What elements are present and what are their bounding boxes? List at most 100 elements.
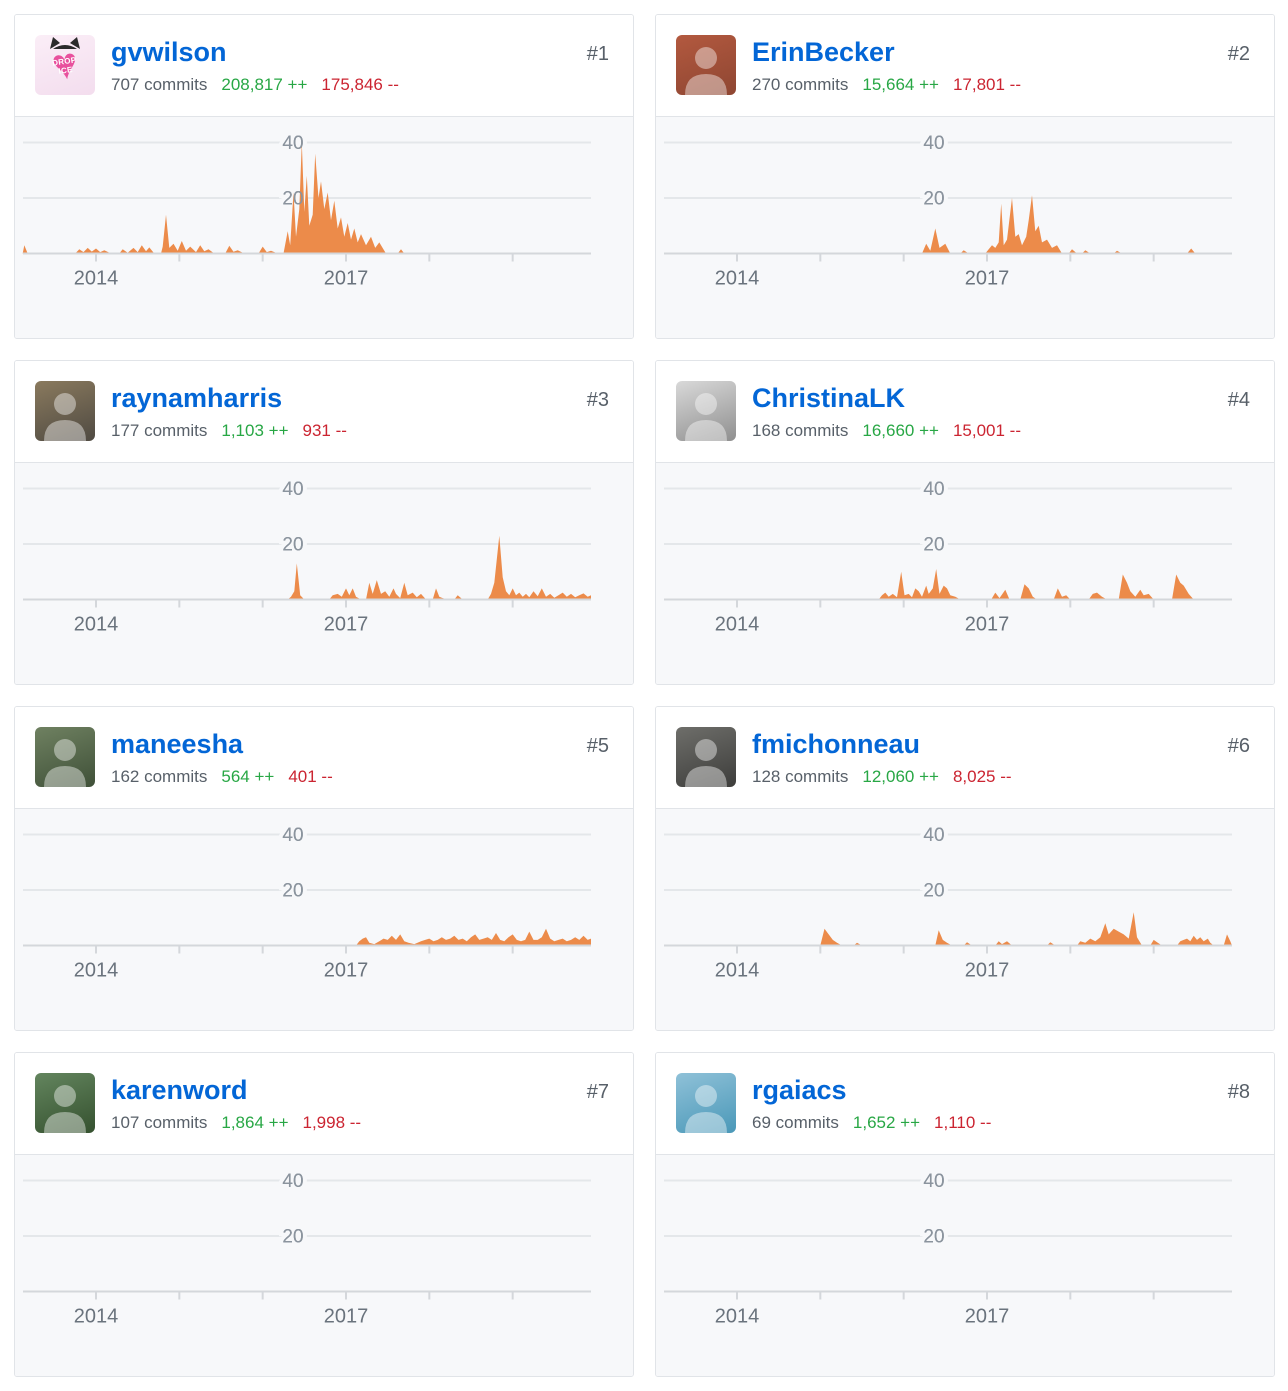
contribution-stats: 270 commits 15,664 ++ 17,801 -- xyxy=(752,75,1182,95)
commit-count: 128 commits xyxy=(752,766,849,786)
x-axis-tick-label: 2017 xyxy=(965,1306,1010,1328)
y-axis-tick-label: 40 xyxy=(923,825,944,846)
rank-link[interactable]: #1 xyxy=(586,43,609,65)
commit-activity-chart: 20 40 20 40 2014 2017 xyxy=(656,463,1274,684)
x-axis-tick-label: 2017 xyxy=(324,614,369,636)
username-link[interactable]: raynamharris xyxy=(111,383,283,413)
y-axis-tick-label: 20 xyxy=(282,189,303,210)
username-link[interactable]: maneesha xyxy=(111,729,244,759)
x-axis-tick-label: 2014 xyxy=(74,614,119,636)
person-silhouette-icon xyxy=(44,739,86,787)
rank-link[interactable]: #2 xyxy=(1227,43,1250,65)
person-silhouette-icon xyxy=(685,47,727,95)
rank-link[interactable]: #4 xyxy=(1227,389,1250,411)
username-link[interactable]: gvwilson xyxy=(111,37,227,67)
x-axis-tick-label: 2014 xyxy=(74,1306,119,1328)
rank-link[interactable]: #3 xyxy=(586,389,609,411)
octocat-ears-icon xyxy=(48,37,82,49)
contributor-identity: fmichonneau 128 commits 12,060 ++ 8,025 … xyxy=(752,728,1182,787)
avatar-link[interactable] xyxy=(676,727,736,787)
rank-link[interactable]: #7 xyxy=(586,1081,609,1103)
avatar-link[interactable] xyxy=(676,35,736,95)
contributor-card: karenword 107 commits 1,864 ++ 1,998 -- … xyxy=(14,1052,634,1377)
avatar-link[interactable] xyxy=(35,381,95,441)
avatar-link[interactable]: ♥ DROP ICE xyxy=(35,35,95,95)
avatar-link[interactable] xyxy=(676,381,736,441)
commit-activity-chart: 20 40 20 40 2014 2017 xyxy=(656,809,1274,1030)
avatar-image xyxy=(35,381,95,441)
contribution-stats: 168 commits 16,660 ++ 15,001 -- xyxy=(752,421,1182,441)
y-axis-tick-label: 20 xyxy=(923,881,944,902)
y-axis-tick-label: 20 xyxy=(923,535,944,556)
y-axis-tick-label: 20 xyxy=(282,881,303,902)
y-axis-tick-label: 20 xyxy=(923,189,944,210)
contributor-header: ChristinaLK 168 commits 16,660 ++ 15,001… xyxy=(656,361,1274,463)
y-axis-tick-label: 40 xyxy=(282,825,303,846)
avatar-link[interactable] xyxy=(35,727,95,787)
y-axis-tick-label: 20 xyxy=(282,1227,303,1248)
additions-count: 12,060 ++ xyxy=(862,766,939,786)
contributor-card: ChristinaLK 168 commits 16,660 ++ 15,001… xyxy=(655,360,1275,685)
rank-link[interactable]: #8 xyxy=(1227,1081,1250,1103)
commit-count: 168 commits xyxy=(752,420,849,440)
contribution-stats: 107 commits 1,864 ++ 1,998 -- xyxy=(111,1113,541,1133)
deletions-count: 1,998 -- xyxy=(302,1112,362,1132)
y-axis-tick-label: 20 xyxy=(923,189,944,210)
contributor-header: rgaiacs 69 commits 1,652 ++ 1,110 -- #8 xyxy=(656,1053,1274,1155)
contributor-header: raynamharris 177 commits 1,103 ++ 931 --… xyxy=(15,361,633,463)
commit-activity-area xyxy=(922,195,1196,254)
contributor-header: ErinBecker 270 commits 15,664 ++ 17,801 … xyxy=(656,15,1274,117)
rank-link[interactable]: #6 xyxy=(1227,735,1250,757)
commit-activity-chart: 20 40 20 40 2014 2017 xyxy=(15,1155,633,1376)
avatar-image xyxy=(676,1073,736,1133)
username-link[interactable]: rgaiacs xyxy=(752,1075,847,1105)
username-link[interactable]: ErinBecker xyxy=(752,37,895,67)
username-link[interactable]: ChristinaLK xyxy=(752,383,906,413)
commit-activity-chart: 20 40 20 40 2014 2017 xyxy=(15,809,633,1030)
username-link[interactable]: fmichonneau xyxy=(752,729,921,759)
additions-count: 1,103 ++ xyxy=(221,420,289,440)
contributor-identity: raynamharris 177 commits 1,103 ++ 931 -- xyxy=(111,382,541,441)
username-link[interactable]: karenword xyxy=(111,1075,248,1105)
commit-activity-chart: 20 40 20 40 2014 2017 xyxy=(656,117,1274,338)
x-axis-tick-label: 2014 xyxy=(715,960,760,982)
y-axis-tick-label: 40 xyxy=(923,1171,944,1192)
x-axis-tick-label: 2014 xyxy=(74,268,119,290)
rank-link[interactable]: #5 xyxy=(586,735,609,757)
x-axis-tick-label: 2014 xyxy=(715,614,760,636)
y-axis-tick-label: 40 xyxy=(923,479,944,500)
commit-activity-chart: 20 40 20 40 2014 2017 xyxy=(656,1155,1274,1376)
additions-count: 564 ++ xyxy=(221,766,275,786)
y-axis-tick-label: 20 xyxy=(923,535,944,556)
y-axis-tick-label: 40 xyxy=(282,1171,303,1192)
contributor-card: fmichonneau 128 commits 12,060 ++ 8,025 … xyxy=(655,706,1275,1031)
deletions-count: 401 -- xyxy=(288,766,333,786)
contribution-stats: 128 commits 12,060 ++ 8,025 -- xyxy=(752,767,1182,787)
avatar-link[interactable] xyxy=(676,1073,736,1133)
x-axis-tick-label: 2017 xyxy=(324,1306,369,1328)
avatar-image xyxy=(35,1073,95,1133)
x-axis-tick-label: 2014 xyxy=(715,268,760,290)
deletions-count: 17,801 -- xyxy=(952,74,1021,94)
y-axis-tick-label: 40 xyxy=(923,825,944,846)
contributor-header: ♥ DROP ICE gvwilson 707 commits 208,817 ++… xyxy=(15,15,633,117)
contributor-card: rgaiacs 69 commits 1,652 ++ 1,110 -- #8 … xyxy=(655,1052,1275,1377)
commit-count: 270 commits xyxy=(752,74,849,94)
commit-activity-area xyxy=(820,912,1232,946)
contributor-card: ♥ DROP ICE gvwilson 707 commits 208,817 ++… xyxy=(14,14,634,339)
contribution-stats: 69 commits 1,652 ++ 1,110 -- xyxy=(752,1113,1182,1133)
avatar-link[interactable] xyxy=(35,1073,95,1133)
avatar-image xyxy=(676,35,736,95)
commit-activity-chart: 20 40 20 40 2014 2017 xyxy=(15,117,633,338)
additions-count: 15,664 ++ xyxy=(862,74,939,94)
person-silhouette-icon xyxy=(685,393,727,441)
additions-count: 208,817 ++ xyxy=(221,74,308,94)
commit-count: 162 commits xyxy=(111,766,208,786)
x-axis-tick-label: 2017 xyxy=(965,268,1010,290)
person-silhouette-icon xyxy=(44,393,86,441)
